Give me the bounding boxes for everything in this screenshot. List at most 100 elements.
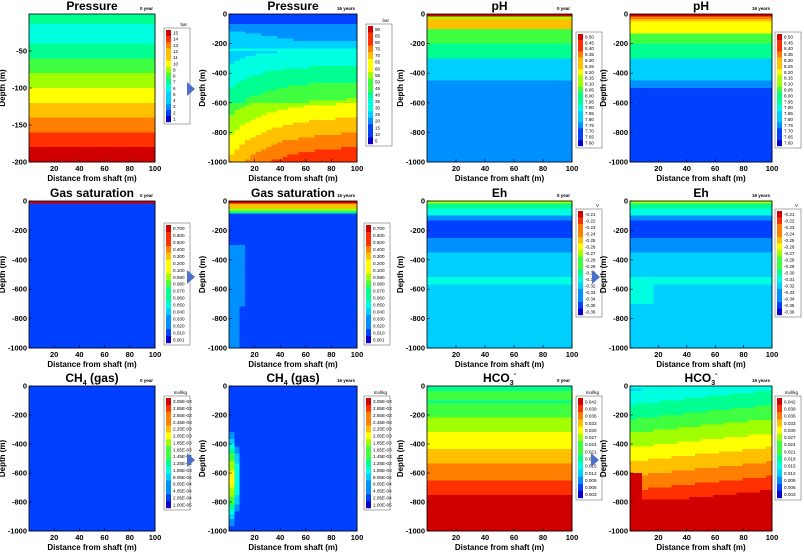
heatmap-cell [335,110,342,114]
heatmap-cell [144,73,151,77]
heatmap-cell [319,110,326,114]
heatmap-cell [319,149,326,153]
heatmap-cell [303,132,310,136]
heatmap-cell [439,159,446,163]
heatmap-cell [293,85,299,89]
heatmap-cell [255,58,262,62]
heatmap-cell [50,88,56,91]
heatmap-cell [314,137,321,141]
heatmap-cell [39,107,46,111]
heatmap-cell [493,149,500,153]
heatmap-cell [529,144,537,148]
heatmap-cell [433,95,440,99]
heatmap-cell [760,53,767,57]
heatmap-cell [487,149,494,153]
heatmap-cell [689,58,696,62]
heatmap-cell [433,63,440,67]
heatmap-cell [330,117,337,121]
heatmap-cell [76,41,82,44]
heatmap-cell [128,139,135,143]
colorbar-swatch [368,85,373,92]
heatmap-cell [239,26,246,30]
heatmap-cell [287,51,294,54]
heatmap-cell [34,107,40,111]
heatmap-cell [559,112,567,116]
heatmap-cell [229,65,235,69]
heatmap-cell [517,159,525,163]
heatmap-cell [701,58,708,62]
heatmap-cell [517,48,525,52]
heatmap-cell [309,73,315,77]
heatmap-cell [475,85,482,89]
heatmap-cell [659,55,666,59]
heatmap-cell [335,36,342,40]
heatmap-cell [128,33,135,37]
heatmap-cell [565,78,573,81]
heatmap-cell [34,68,40,72]
heatmap-cell [641,51,649,54]
heatmap-cell [144,144,151,148]
heatmap-cell [44,157,51,160]
heatmap-cell [60,78,67,81]
heatmap-cell [445,46,452,49]
heatmap-cell [29,46,35,49]
heatmap-cell [341,31,347,35]
heatmap-cell [50,122,56,126]
heatmap-cell [695,60,702,64]
heatmap-cell [149,48,156,52]
heatmap-cell [245,134,251,138]
heatmap-cell [234,78,241,81]
heatmap-cell [44,36,51,40]
heatmap-cell [541,63,549,67]
heatmap-cell [523,26,531,30]
heatmap-cell [351,43,358,47]
colorbar-swatch [166,109,171,117]
heatmap-cell [293,78,299,81]
heatmap-cell [325,23,331,27]
heatmap-cell [282,58,289,62]
heatmap-cell [149,33,156,37]
heatmap-cell [277,137,283,141]
heatmap-cell [255,23,262,27]
heatmap-cell [451,65,458,69]
heatmap-cell [239,122,246,126]
heatmap-cell [29,58,35,62]
heatmap-cell [287,80,294,84]
heatmap-cell [113,70,119,74]
heatmap-cell [92,16,98,20]
heatmap-cell [330,110,337,114]
heatmap-cell [81,105,88,109]
heatmap-cell [630,26,637,30]
heatmap-cell [351,152,358,155]
heatmap-cell [742,48,749,52]
heatmap-cell [314,144,321,148]
heatmap-cell [766,60,773,64]
heatmap-cell [102,102,109,106]
heatmap-cell [55,157,61,160]
heatmap-cell [55,70,61,74]
heatmap-cell [239,157,246,160]
heatmap-cell [97,63,103,67]
heatmap-cell [319,97,326,101]
heatmap-cell [319,38,326,42]
heatmap-cell [229,110,235,114]
heatmap-cell [134,23,140,27]
heatmap-cell [50,112,56,116]
heatmap-cell [34,85,40,89]
heatmap-cell [107,105,114,109]
heatmap-cell [712,41,720,44]
heatmap-cell [475,80,482,84]
heatmap-cell [433,142,440,146]
heatmap-cell [81,144,88,148]
heatmap-cell [677,53,684,57]
heatmap-cell [541,132,549,136]
heatmap-cell [309,55,315,59]
heatmap-cell [463,100,470,104]
heatmap-cell [107,144,114,148]
heatmap-cell [346,23,353,27]
heatmap-cell [229,60,235,64]
heatmap-cell [553,132,561,136]
heatmap-cell [29,75,35,79]
heatmap-cell [553,159,561,163]
heatmap-cell [234,46,241,49]
